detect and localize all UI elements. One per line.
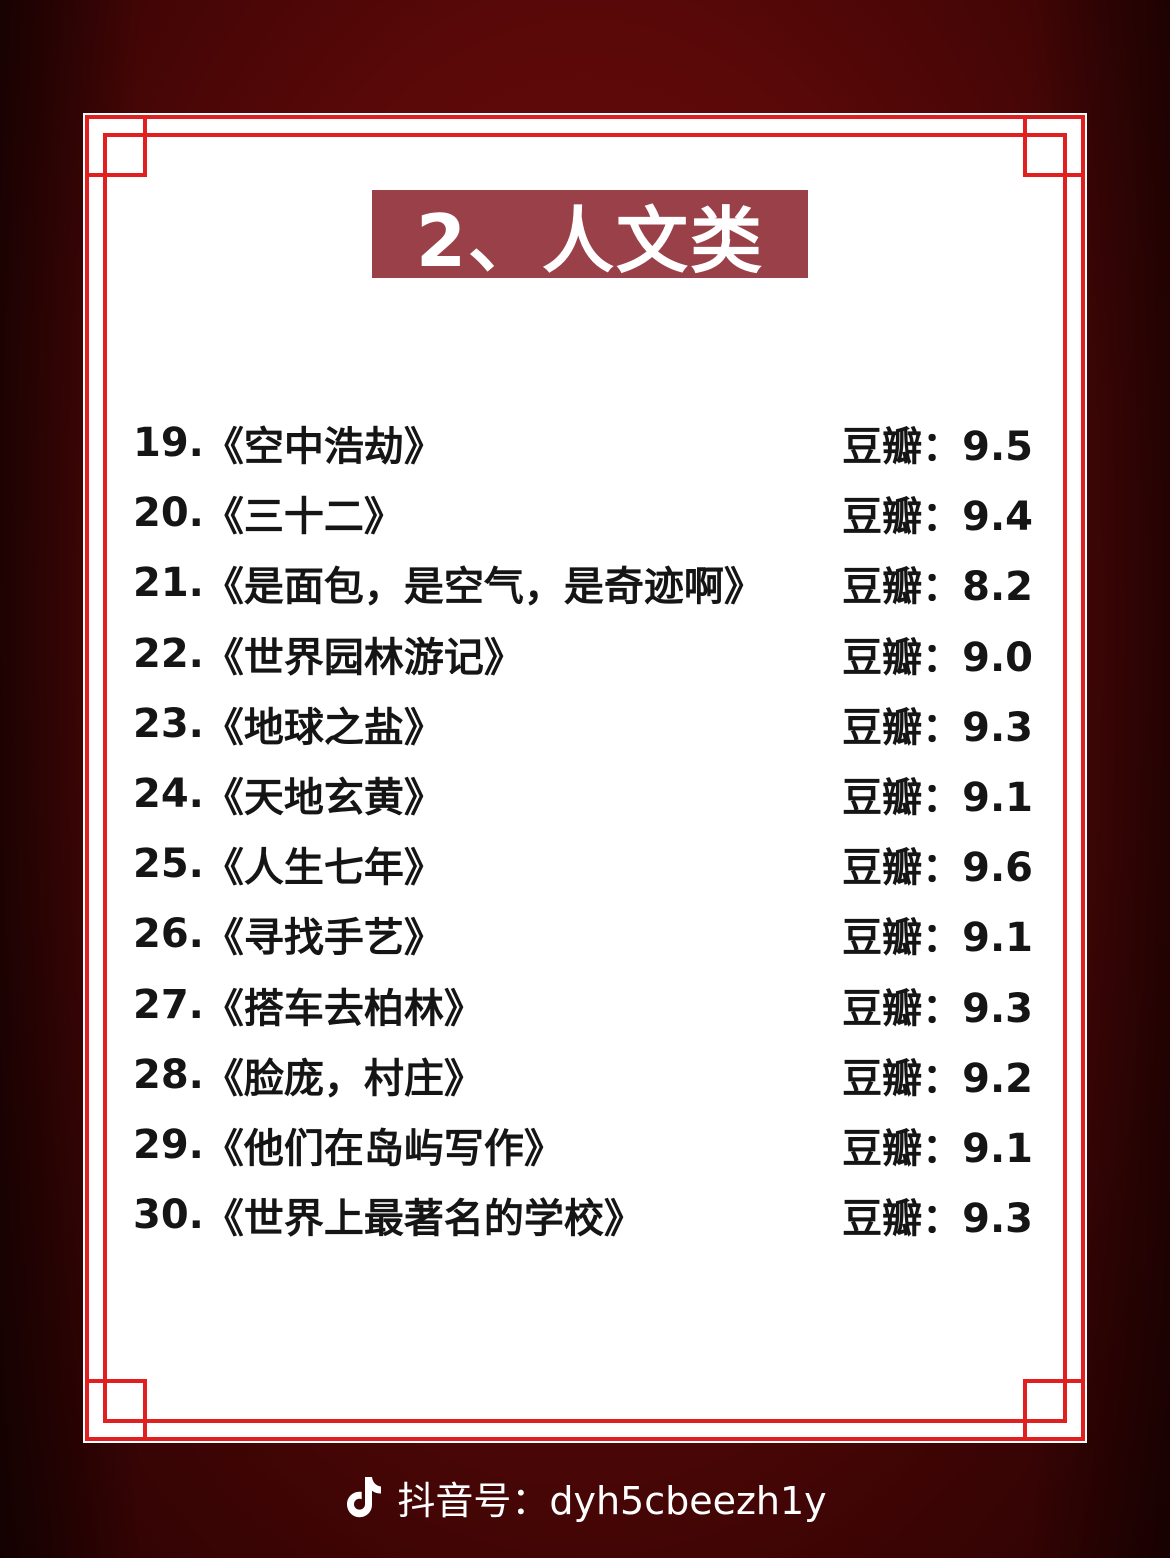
item-rating: 豆瓣：9.5	[842, 424, 1033, 470]
item-number: 21.	[133, 560, 204, 607]
douyin-logo-icon	[347, 1477, 382, 1518]
item-title: 《三十二》	[203, 494, 404, 541]
item-rating: 豆瓣：9.1	[842, 1125, 1033, 1172]
item-title: 《世界园林游记》	[203, 634, 524, 681]
list-item: 23. 《地球之盐》 豆瓣：9.3	[133, 689, 1033, 759]
list-item: 21. 《是面包，是空气，是奇迹啊》 豆瓣：8.2	[133, 548, 1033, 618]
item-title: 《是面包，是空气，是奇迹啊》	[203, 564, 764, 611]
item-number: 20.	[133, 490, 204, 537]
list-item: 29. 《他们在岛屿写作》 豆瓣：9.1	[133, 1110, 1033, 1180]
list-item: 22. 《世界园林游记》 豆瓣：9.0	[133, 619, 1033, 689]
item-number: 24.	[133, 771, 204, 818]
item-title: 《天地玄黄》	[203, 775, 444, 822]
list-item: 20. 《三十二》 豆瓣：9.4	[133, 478, 1033, 548]
item-number: 27.	[133, 981, 204, 1028]
item-rating: 豆瓣：9.6	[842, 845, 1033, 892]
item-title: 《他们在岛屿写作》	[203, 1125, 564, 1172]
list-item: 19. 《空中浩劫》 豆瓣：9.5	[133, 408, 1033, 478]
list-item: 24. 《天地玄黄》 豆瓣：9.1	[133, 759, 1033, 829]
item-title: 《搭车去柏林》	[203, 985, 484, 1032]
white-card	[83, 113, 1087, 1443]
item-title: 《空中浩劫》	[203, 424, 444, 471]
item-title: 《人生七年》	[203, 845, 444, 892]
documentary-list: 19. 《空中浩劫》 豆瓣：9.5 20. 《三十二》 豆瓣：9.4 21. 《是面包…	[133, 408, 1033, 1250]
list-item: 28. 《脸庞，村庄》 豆瓣：9.2	[133, 1040, 1033, 1110]
item-rating: 豆瓣：9.3	[842, 985, 1033, 1032]
item-number: 23.	[133, 700, 204, 747]
item-rating: 豆瓣：9.0	[842, 634, 1033, 681]
decorative-frame	[85, 115, 1085, 1441]
item-title: 《脸庞，村庄》	[203, 1055, 484, 1102]
list-item: 26. 《寻找手艺》 豆瓣：9.1	[133, 899, 1033, 969]
item-number: 26.	[133, 911, 204, 958]
item-number: 29.	[133, 1121, 204, 1168]
item-rating: 豆瓣：9.4	[842, 494, 1033, 541]
watermark-footer: 抖音号：dyh5cbeezh1y	[0, 1462, 1170, 1532]
watermark-text: 抖音号：dyh5cbeezh1y	[397, 1478, 827, 1523]
item-rating: 豆瓣：9.1	[842, 774, 1033, 821]
list-item: 25. 《人生七年》 豆瓣：9.6	[133, 829, 1033, 899]
list-item: 27. 《搭车去柏林》 豆瓣：9.3	[133, 970, 1033, 1040]
item-number: 22.	[133, 630, 204, 677]
item-number: 25.	[133, 841, 204, 888]
section-title-banner: 2、人文类	[372, 190, 808, 283]
section-title: 2、人文类	[415, 198, 765, 283]
item-number: 30.	[133, 1192, 204, 1239]
list-item: 30. 《世界上最著名的学校》 豆瓣：9.3	[133, 1180, 1033, 1250]
item-rating: 豆瓣：8.2	[842, 564, 1033, 611]
item-rating: 豆瓣：9.3	[842, 1196, 1033, 1243]
item-number: 28.	[133, 1051, 204, 1098]
item-rating: 豆瓣：9.2	[842, 1055, 1033, 1102]
item-title: 《寻找手艺》	[203, 915, 444, 962]
item-rating: 豆瓣：9.3	[842, 704, 1033, 751]
item-rating: 豆瓣：9.1	[842, 915, 1033, 962]
item-title: 《地球之盐》	[203, 704, 444, 751]
item-title: 《世界上最著名的学校》	[203, 1196, 644, 1243]
item-number: 19.	[133, 420, 204, 467]
